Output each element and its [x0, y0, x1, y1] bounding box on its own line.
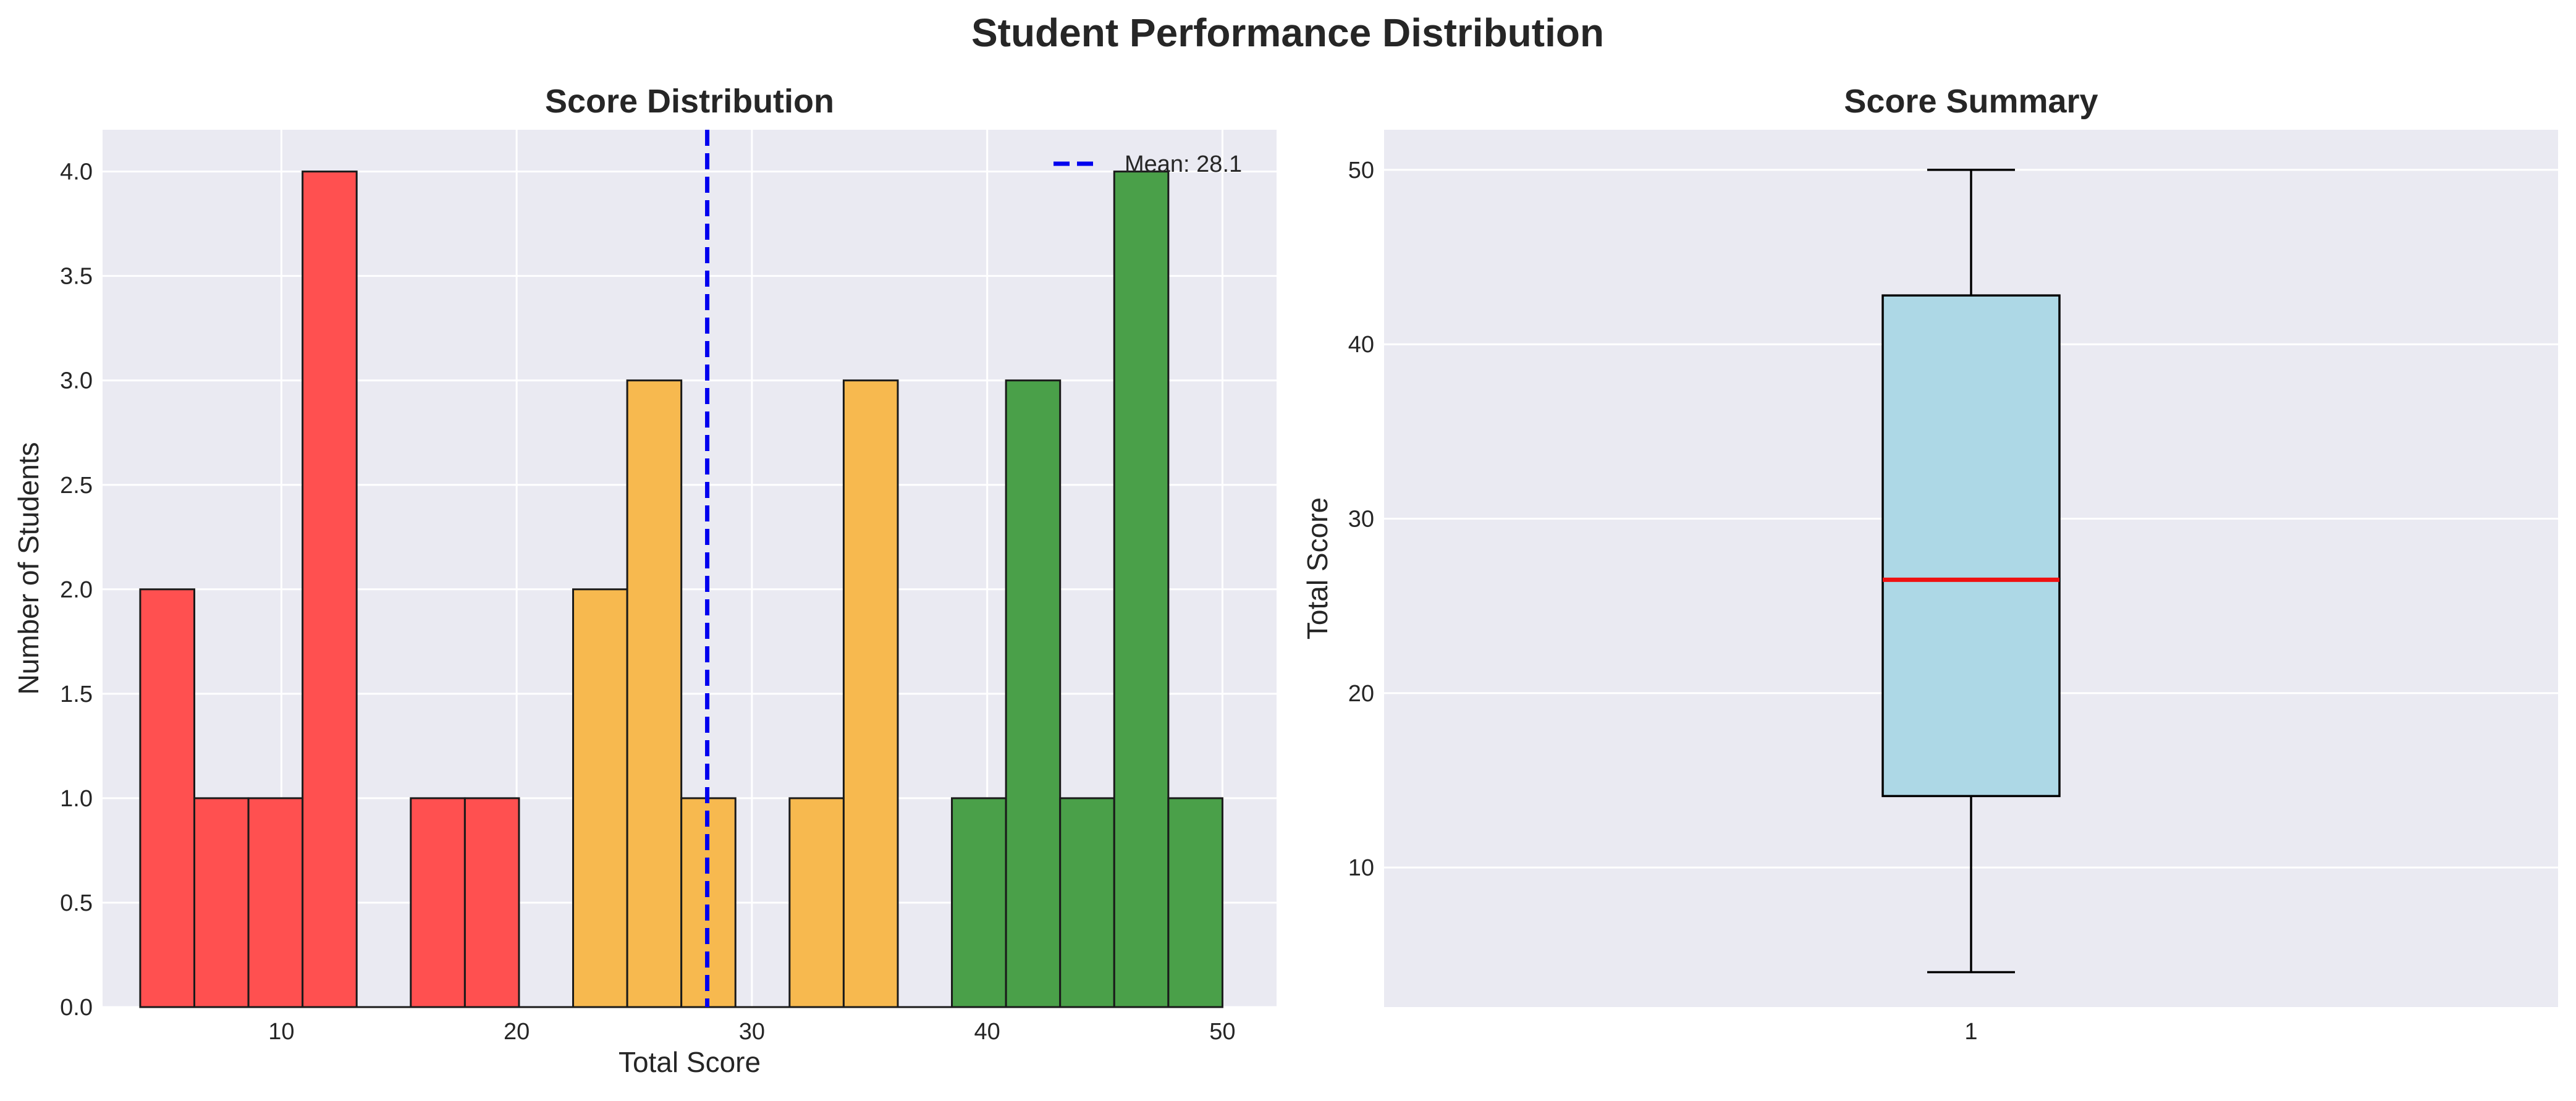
histogram-bar	[247, 797, 304, 1008]
boxplot-y-ticks: 10 20 30 40 50	[1348, 158, 1374, 881]
histogram-bar	[1113, 171, 1170, 1008]
histogram-y-tick-label: 3.0	[60, 368, 93, 394]
histogram-bar	[1059, 797, 1115, 1008]
histogram-bar	[1005, 379, 1062, 1008]
histogram-bar	[951, 797, 1007, 1008]
boxplot-marks	[1881, 169, 2061, 974]
histogram-y-tick-label: 2.0	[60, 577, 93, 603]
histogram-bar	[139, 588, 195, 1008]
histogram-x-tick-label: 50	[1209, 1019, 1235, 1045]
histogram-y-tick-label: 1.0	[60, 786, 93, 812]
histogram-y-ticks: 0.0 0.5 1.0 1.5 2.0 2.5 3.0 3.5 4.0	[60, 159, 93, 1021]
boxplot-title: Score Summary	[1844, 83, 2098, 120]
histogram-bar	[463, 797, 520, 1008]
histogram-bar	[788, 797, 845, 1008]
histogram-y-label: Number of Students	[12, 442, 44, 694]
boxplot-y-tick-label: 40	[1348, 332, 1374, 358]
histogram-bar	[410, 797, 466, 1008]
histogram-panel: 10 20 30 40 50 0.0 0.5 1.0 1.5 2.0 2.5 3.0 3.5 4.0 S…	[12, 83, 1277, 1078]
boxplot-y-tick-label: 30	[1348, 507, 1374, 533]
histogram-bar	[842, 379, 899, 1008]
boxplot-x-ticks: 1	[1964, 1019, 1977, 1045]
boxplot-y-tick-label: 20	[1348, 681, 1374, 707]
histogram-x-tick-label: 20	[504, 1019, 530, 1045]
histogram-y-tick-label: 0.0	[60, 995, 93, 1021]
histogram-bar	[572, 588, 628, 1008]
boxplot-panel: 1 10 20 30 40 50 Score Summary Total Score	[1301, 83, 2558, 1045]
boxplot-x-tick-label: 1	[1964, 1019, 1977, 1045]
histogram-x-tick-label: 40	[974, 1019, 1000, 1045]
histogram-y-tick-label: 1.5	[60, 681, 93, 707]
histogram-bar	[193, 797, 250, 1008]
histogram-x-tick-label: 30	[739, 1019, 765, 1045]
boxplot-y-label: Total Score	[1301, 497, 1333, 639]
histogram-y-tick-label: 0.5	[60, 890, 93, 916]
histogram-bars	[139, 171, 1223, 1008]
histogram-x-label: Total Score	[619, 1046, 761, 1078]
boxplot-y-tick-label: 50	[1348, 158, 1374, 184]
histogram-y-tick-label: 2.5	[60, 473, 93, 499]
histogram-legend: Mean: 28.1	[1054, 151, 1242, 177]
histogram-x-ticks: 10 20 30 40 50	[268, 1019, 1235, 1045]
histogram-bar	[1167, 797, 1223, 1008]
histogram-y-tick-label: 3.5	[60, 264, 93, 290]
boxplot-y-tick-label: 10	[1348, 855, 1374, 881]
histogram-bar	[302, 171, 358, 1008]
histogram-bar	[626, 379, 683, 1008]
histogram-y-tick-label: 4.0	[60, 159, 93, 185]
legend-mean-label: Mean: 28.1	[1125, 151, 1242, 177]
histogram-title: Score Distribution	[545, 83, 834, 120]
figure-suptitle: Student Performance Distribution	[971, 11, 1604, 55]
histogram-x-tick-label: 10	[268, 1019, 294, 1045]
boxplot-box	[1881, 294, 2061, 798]
